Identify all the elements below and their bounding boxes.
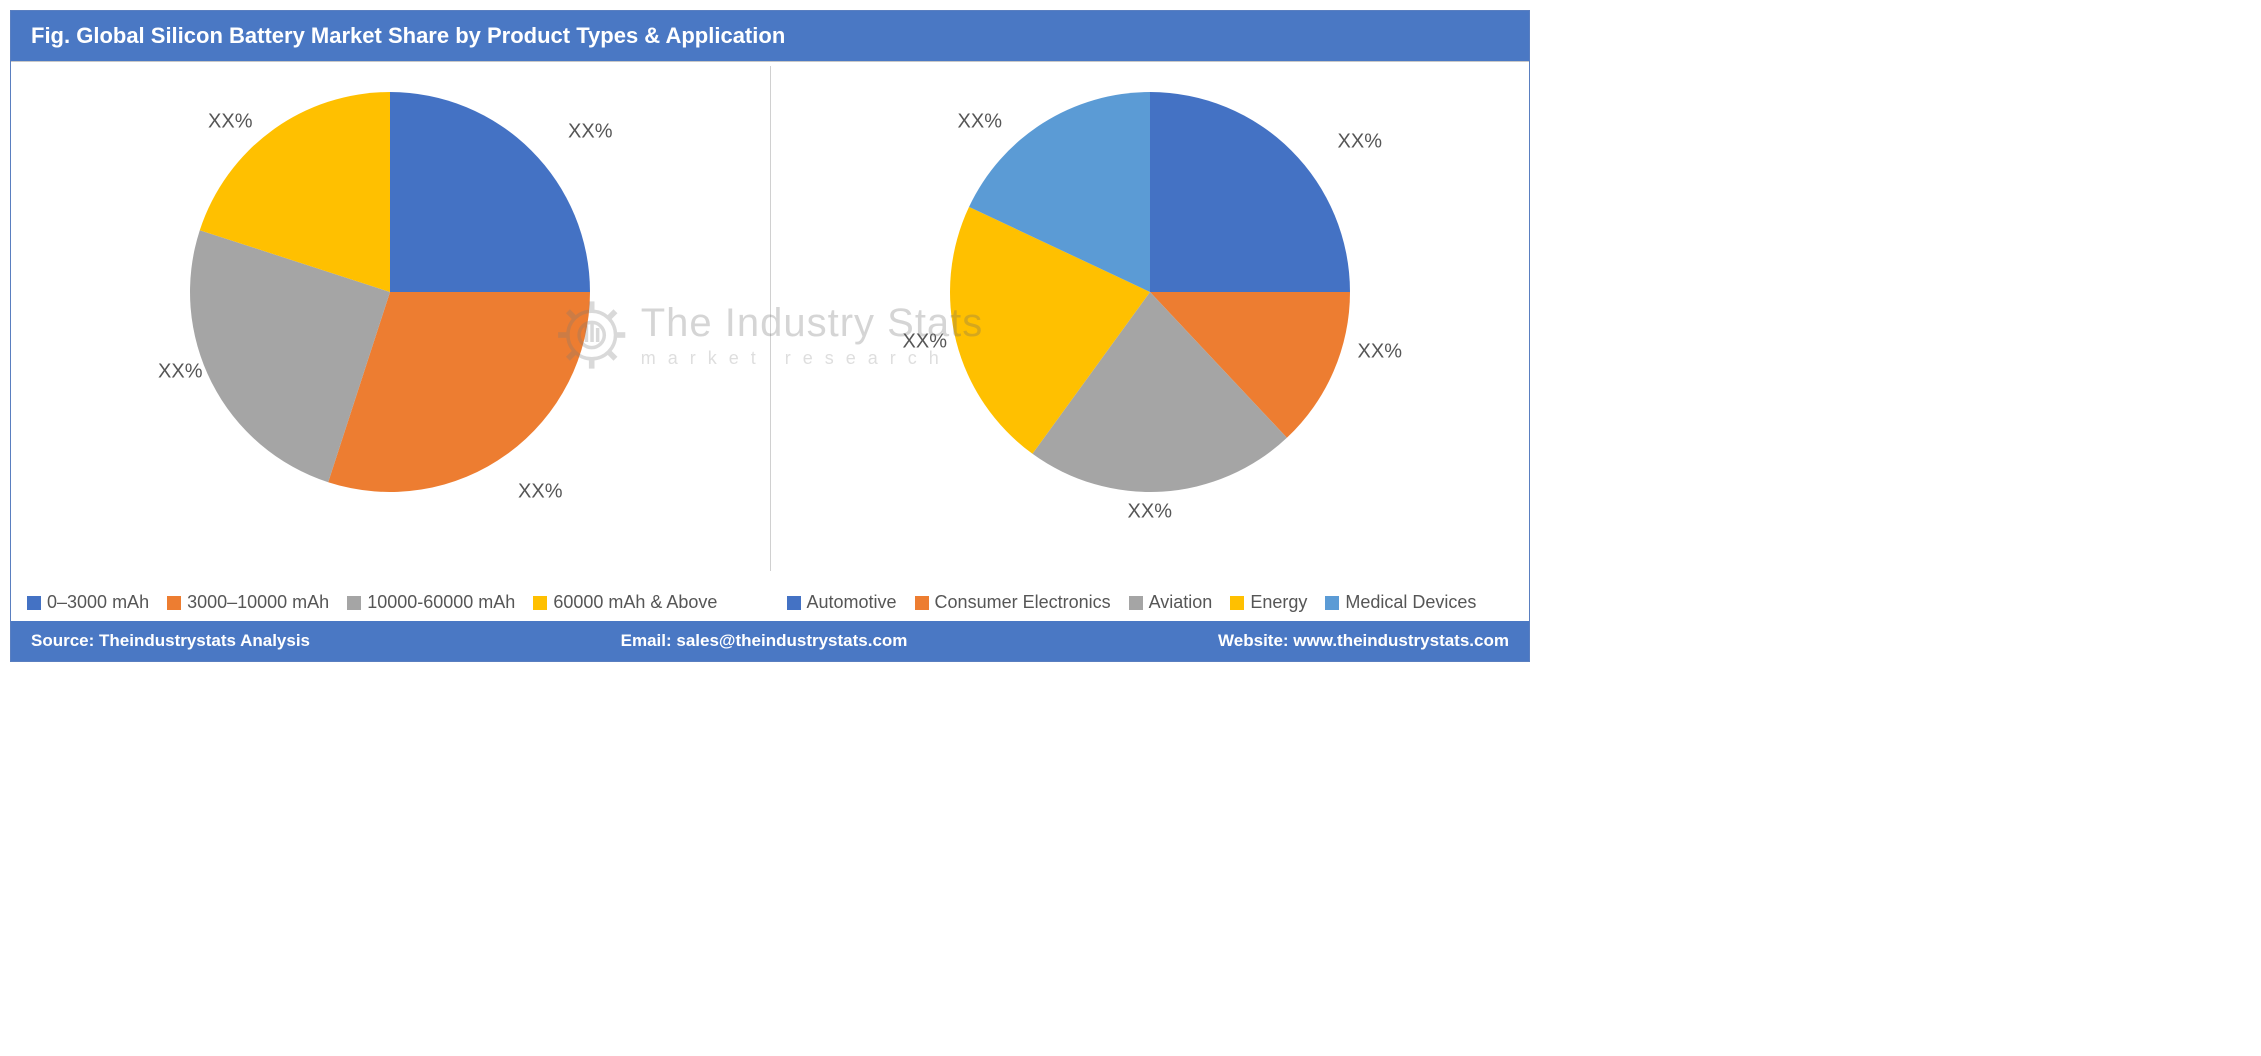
legend-label: Consumer Electronics bbox=[935, 592, 1111, 613]
legend-item: Medical Devices bbox=[1325, 592, 1476, 613]
chart-frame: Fig. Global Silicon Battery Market Share… bbox=[10, 10, 1530, 662]
header-title: Fig. Global Silicon Battery Market Share… bbox=[31, 23, 785, 48]
pie-chart-product-types: XX%XX%XX%XX% bbox=[190, 92, 590, 492]
footer-source: Source: Theindustrystats Analysis bbox=[31, 631, 310, 651]
pie-slice bbox=[390, 92, 590, 292]
legend-swatch bbox=[1325, 596, 1339, 610]
legend-label: 3000–10000 mAh bbox=[187, 592, 329, 613]
legend-item: 60000 mAh & Above bbox=[533, 592, 717, 613]
legend-item: Consumer Electronics bbox=[915, 592, 1111, 613]
legend-product-types: 0–3000 mAh 3000–10000 mAh 10000-60000 mAh 6… bbox=[27, 592, 754, 613]
footer-website: Website: www.theindustrystats.com bbox=[1218, 631, 1509, 651]
panel-product-types: XX%XX%XX%XX% 0–3000 mAh3000–10000 mAh100… bbox=[11, 62, 770, 621]
pie-chart-application: XX%XX%XX%XX%XX% bbox=[950, 92, 1350, 492]
legend-item: 10000-60000 mAh bbox=[347, 592, 515, 613]
chart-body: XX%XX%XX%XX% 0–3000 mAh3000–10000 mAh100… bbox=[11, 61, 1529, 621]
legend-swatch bbox=[1230, 596, 1244, 610]
header-bar: Fig. Global Silicon Battery Market Share… bbox=[11, 11, 1529, 61]
legend-application: Automotive Consumer Electronics Aviation En… bbox=[787, 592, 1514, 613]
slice-label: XX% bbox=[1128, 501, 1172, 524]
legend-swatch bbox=[1129, 596, 1143, 610]
pie-svg bbox=[190, 92, 590, 492]
pie-slice bbox=[1150, 92, 1350, 292]
panel-application: XX%XX%XX%XX%XX% AutomotiveConsumer Elect… bbox=[771, 62, 1530, 621]
legend-label: Medical Devices bbox=[1345, 592, 1476, 613]
legend-item: Energy bbox=[1230, 592, 1307, 613]
footer-bar: Source: Theindustrystats Analysis Email:… bbox=[11, 621, 1529, 661]
legend-swatch bbox=[787, 596, 801, 610]
legend-label: Automotive bbox=[807, 592, 897, 613]
legend-label: 0–3000 mAh bbox=[47, 592, 149, 613]
legend-label: 10000-60000 mAh bbox=[367, 592, 515, 613]
slice-label: XX% bbox=[1338, 131, 1382, 154]
legend-swatch bbox=[533, 596, 547, 610]
slice-label: XX% bbox=[568, 121, 612, 144]
legend-item: 3000–10000 mAh bbox=[167, 592, 329, 613]
legend-swatch bbox=[347, 596, 361, 610]
slice-label: XX% bbox=[158, 361, 202, 384]
legend-label: Energy bbox=[1250, 592, 1307, 613]
slice-label: XX% bbox=[518, 481, 562, 504]
legend-swatch bbox=[167, 596, 181, 610]
footer-email: Email: sales@theindustrystats.com bbox=[621, 631, 908, 651]
legend-item: 0–3000 mAh bbox=[27, 592, 149, 613]
legend-item: Automotive bbox=[787, 592, 897, 613]
legend-label: 60000 mAh & Above bbox=[553, 592, 717, 613]
slice-label: XX% bbox=[208, 111, 252, 134]
pie-svg bbox=[950, 92, 1350, 492]
legend-label: Aviation bbox=[1149, 592, 1213, 613]
slice-label: XX% bbox=[958, 111, 1002, 134]
slice-label: XX% bbox=[1358, 341, 1402, 364]
legend-item: Aviation bbox=[1129, 592, 1213, 613]
legend-swatch bbox=[915, 596, 929, 610]
slice-label: XX% bbox=[903, 331, 947, 354]
legend-swatch bbox=[27, 596, 41, 610]
